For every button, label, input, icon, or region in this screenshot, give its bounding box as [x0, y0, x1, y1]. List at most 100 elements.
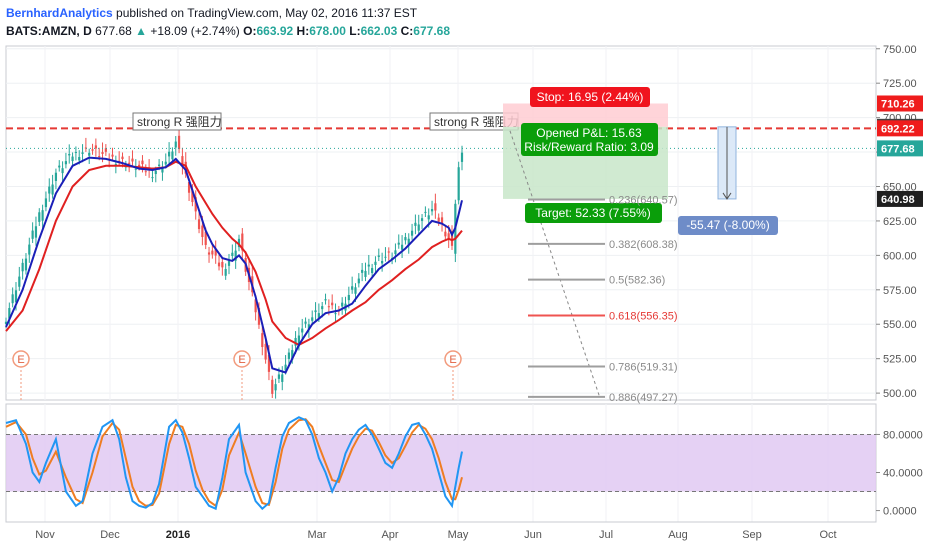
candle-body: [394, 250, 397, 255]
time-tick-label: Aug: [668, 529, 688, 541]
measure-label-bg: [678, 216, 778, 235]
candle-body: [224, 268, 227, 276]
rr-label-text: Risk/Reward Ratio: 3.09: [524, 140, 654, 154]
candle-body: [371, 268, 374, 274]
candle-body: [141, 160, 144, 165]
candle-body: [177, 135, 181, 150]
candle-body: [21, 262, 24, 272]
candle-body: [387, 251, 390, 253]
candle-body: [134, 168, 137, 170]
candle-body: [221, 261, 224, 268]
candle-body: [231, 252, 234, 256]
price-axis-label-text: 710.26: [881, 98, 915, 110]
time-tick-label: Dec: [100, 529, 120, 541]
candle-body: [78, 157, 81, 161]
candle-body: [317, 313, 320, 318]
candle-body: [204, 231, 207, 245]
price-axis-label-bg: [877, 120, 923, 137]
candle-body: [374, 261, 377, 265]
candle-body: [194, 197, 197, 212]
symbol-name[interactable]: BATS:AMZN, D: [6, 24, 92, 38]
candle-body: [354, 287, 357, 294]
open-label: O:: [243, 24, 257, 38]
candle-body: [18, 276, 21, 287]
price-axis-label: 692.22: [877, 120, 923, 137]
earnings-marker-text: E: [238, 354, 245, 366]
close-label: C:: [400, 24, 414, 38]
candle-body: [111, 154, 114, 157]
candle-body: [201, 225, 204, 238]
candle-body: [81, 152, 84, 154]
stop-label: Stop: 16.95 (2.44%): [530, 87, 650, 107]
candle-body: [24, 258, 28, 271]
earnings-marker[interactable]: E: [12, 350, 30, 400]
price-axis-label: 710.26: [877, 95, 923, 112]
candle-body: [357, 278, 360, 284]
time-tick-label: 2016: [166, 529, 190, 541]
candle-body: [284, 364, 287, 371]
candle-body: [207, 252, 211, 255]
pnl-label-text: Opened P&L: 15.63: [536, 126, 642, 140]
price-tick-label: 650.00: [883, 181, 917, 193]
candle-body: [327, 306, 330, 308]
earnings-marker-circle: [444, 350, 462, 368]
publish-line: BernhardAnalytics published on TradingVi…: [6, 6, 417, 20]
candle-body: [334, 313, 337, 315]
candle-body: [121, 156, 124, 160]
time-tick-label: Mar: [308, 529, 327, 541]
candle-body: [54, 172, 58, 181]
fib-level-label: 0.886(497.27): [609, 392, 678, 404]
candle-body: [414, 222, 417, 226]
time-tick-label: Jul: [599, 529, 613, 541]
author-link[interactable]: BernhardAnalytics: [6, 6, 113, 20]
candle-body: [407, 238, 410, 246]
stoch-d-line: [5, 418, 463, 508]
candle-body: [274, 384, 277, 391]
time-tick-label: Jun: [524, 529, 542, 541]
stop-zone[interactable]: [503, 103, 668, 127]
candle-body: [377, 255, 380, 257]
candle-body: [144, 171, 147, 173]
candle-body: [287, 352, 291, 359]
candle-body: [98, 156, 101, 158]
candle-body: [311, 317, 314, 321]
candle-body: [51, 184, 54, 195]
candle-body: [267, 354, 271, 372]
candle-body: [138, 164, 141, 167]
candle-body: [381, 260, 384, 264]
candle-body: [397, 242, 400, 245]
high-label: H:: [296, 24, 310, 38]
candle-body: [11, 294, 14, 304]
candle-body: [257, 307, 261, 325]
candle-body: [154, 170, 157, 175]
candle-body: [58, 165, 61, 168]
candle-body: [131, 158, 134, 162]
measure-label-text: -55.47 (-8.00%): [686, 218, 769, 232]
candle-body: [48, 186, 51, 194]
candle-body: [171, 151, 174, 160]
candle-body: [158, 164, 161, 167]
annotation-callout[interactable]: strong R 强阻力: [132, 112, 222, 131]
earnings-marker[interactable]: E: [233, 350, 251, 400]
time-tick-label: Sep: [742, 529, 762, 541]
candle-body: [420, 218, 424, 221]
time-tick-label: Nov: [35, 529, 55, 541]
candle-body: [191, 189, 194, 203]
price-axis-label-bg: [877, 190, 923, 207]
candle-body: [367, 264, 370, 267]
measure-arrow-icon: [722, 192, 732, 200]
earnings-marker[interactable]: E: [444, 350, 462, 400]
target-label-bg: [525, 203, 662, 223]
candle-body: [241, 233, 244, 251]
fib-level-label: 0.5(582.36): [609, 275, 665, 287]
candle-body: [254, 299, 257, 313]
candle-body: [410, 230, 414, 236]
candle-body: [264, 343, 267, 360]
candle-body: [104, 148, 107, 152]
target-label: Target: 52.33 (7.55%): [525, 203, 662, 223]
trade-path-line: [509, 130, 601, 399]
time-tick-label: May: [448, 529, 469, 541]
chart-header: BernhardAnalytics published on TradingVi…: [0, 0, 932, 46]
price-tick-label: 725.00: [883, 78, 917, 90]
